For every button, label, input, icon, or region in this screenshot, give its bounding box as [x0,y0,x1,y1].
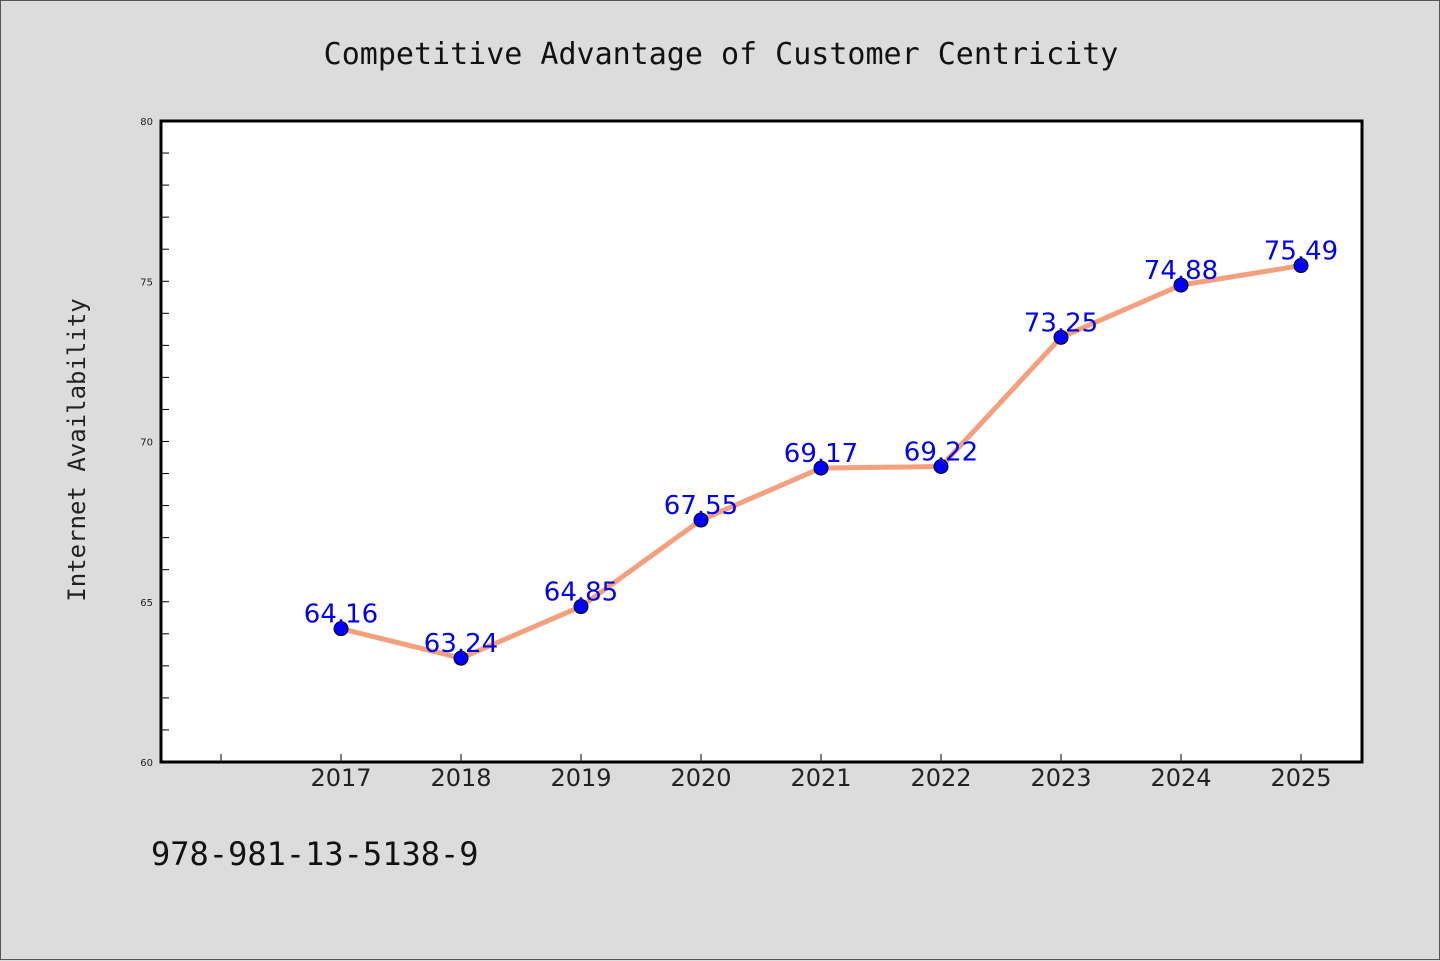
x-tick-label: 2024 [1150,764,1211,792]
x-axis: 2017 2018 2019 2020 2021 2022 2023 2024 2025 [220,754,1332,792]
series-group [333,258,1309,666]
data-label: 64.85 [544,578,618,608]
plot-area [159,119,1364,764]
data-point [1053,329,1069,345]
y-tick-label: 80 [140,117,153,128]
y-tick-label: 75 [140,277,153,288]
y-axis: 60 65 70 75 80 [140,117,169,769]
data-label: 75.49 [1264,237,1338,267]
data-point [453,650,469,666]
x-tick-label: 2022 [910,764,971,792]
data-label: 73.25 [1024,308,1098,338]
data-point [813,460,829,476]
x-tick-label: 2018 [430,764,491,792]
data-labels: 64.16 63.24 64.85 67.55 69.17 69.22 73.25 74.88… [304,237,1338,660]
data-point [693,512,709,528]
chart-title: Competitive Advantage of Customer Centri… [324,37,1119,72]
data-label: 64.16 [304,600,378,630]
data-point [573,599,589,615]
y-tick-label: 70 [140,438,153,449]
data-label: 74.88 [1144,256,1218,286]
data-point [1293,258,1309,274]
data-point [933,458,949,474]
y-tick-label: 65 [140,598,153,609]
data-label: 63.24 [424,629,498,659]
data-label: 67.55 [664,491,738,521]
data-label: 69.22 [904,437,978,467]
data-label: 69.17 [784,439,858,469]
x-tick-label: 2020 [670,764,731,792]
y-axis-label: Internet Availability [63,298,91,601]
x-tick-label: 2021 [790,764,851,792]
x-tick-label: 2023 [1030,764,1091,792]
y-tick-label: 60 [140,758,153,769]
isbn-footnote: 978-981-13-5138-9 [151,835,479,873]
x-tick-label: 2025 [1270,764,1331,792]
data-point [1173,277,1189,293]
data-point [333,621,349,637]
x-tick-label: 2017 [310,764,371,792]
x-tick-label: 2019 [550,764,611,792]
